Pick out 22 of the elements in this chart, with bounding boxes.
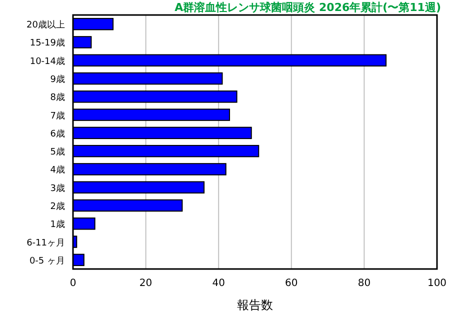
y-tick-label: 4歳 (50, 164, 65, 176)
y-tick-label: 6歳 (50, 128, 65, 140)
y-tick-label: 3歳 (50, 182, 65, 194)
x-tick-label: 100 (427, 278, 447, 289)
chart-title: A群溶血性レンサ球菌咽頭炎 2026年累計(〜第11週) (174, 1, 441, 14)
y-tick-label: 15-19歳 (30, 38, 65, 49)
x-tick-label: 60 (285, 278, 298, 289)
x-axis-title: 報告数 (237, 298, 273, 312)
y-tick-label: 0-5 ヶ月 (29, 256, 65, 266)
x-tick-label: 80 (358, 278, 371, 289)
y-tick-label: 5歳 (50, 146, 65, 158)
y-tick-label: 9歳 (50, 74, 65, 85)
y-tick-label: 8歳 (50, 92, 65, 104)
x-tick-label: 20 (139, 278, 152, 289)
y-tick-label: 20歳以上 (26, 20, 65, 31)
y-tick-label: 6-11ヶ月 (26, 238, 65, 248)
y-tick-label: 2歳 (50, 201, 65, 212)
x-tick-label: 0 (70, 278, 76, 289)
y-tick-label: 1歳 (50, 219, 65, 230)
y-tick-label: 10-14歳 (30, 56, 65, 67)
y-tick-label: 7歳 (50, 110, 65, 122)
x-tick-label: 40 (212, 278, 225, 289)
